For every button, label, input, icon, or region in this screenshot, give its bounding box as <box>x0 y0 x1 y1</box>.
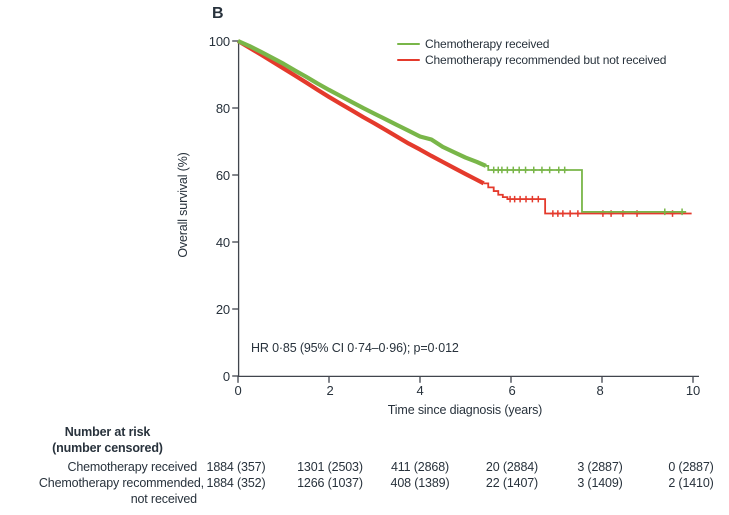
risk-value: 0 (2887) <box>668 460 714 474</box>
censor-mark-received <box>499 166 505 174</box>
hazard-ratio-annotation: HR 0·85 (95% CI 0·74–0·96); p=0·012 <box>251 341 459 355</box>
risk-value: 22 (1407) <box>485 476 539 490</box>
y-tick-label-60: 60 <box>215 168 230 183</box>
censor-mark-received <box>531 166 537 174</box>
x-tick-label-8: 8 <box>596 383 604 398</box>
risk-value: 3 (1409) <box>577 476 623 490</box>
x-tick-label-6: 6 <box>508 383 516 398</box>
censor-mark-not-received <box>511 195 518 203</box>
risk-value: 20 (2884) <box>485 460 539 474</box>
y-tick-label-100: 100 <box>208 34 230 49</box>
y-tick-label-0: 0 <box>222 369 230 384</box>
censor-mark-not-received <box>555 210 561 217</box>
risk-value: 1884 (357) <box>206 460 266 474</box>
risk-value: 1266 (1037) <box>297 476 363 490</box>
survival-curve-descent-not-received <box>236 39 485 186</box>
x-tick-label-4: 4 <box>416 383 424 398</box>
censor-mark-not-received <box>529 195 536 203</box>
x-tick-label-2: 2 <box>326 383 334 398</box>
censor-mark-not-received <box>507 195 513 203</box>
x-tick-label-10: 10 <box>685 383 701 398</box>
censor-mark-not-received <box>567 210 573 217</box>
risk-value: 411 (2868) <box>390 460 450 474</box>
risk-row-label-chemo-not-received-line1: Chemotherapy recommended, <box>38 476 204 490</box>
censor-mark-not-received <box>550 210 556 217</box>
censor-mark-received <box>516 166 522 174</box>
risk-value: 1884 (352) <box>206 476 266 490</box>
y-axis-title: Overall survival (%) <box>176 152 190 258</box>
censor-mark-received <box>504 166 511 174</box>
censor-mark-received <box>510 166 516 174</box>
censor-mark-received <box>546 166 553 174</box>
x-axis-title: Time since diagnosis (years) <box>387 403 543 417</box>
censor-mark-received <box>679 208 685 216</box>
survival-curve-tail-received <box>485 165 687 213</box>
y-tick-label-80: 80 <box>215 101 230 116</box>
censor-mark-received <box>491 166 497 174</box>
legend-label-chemo-received: Chemotherapy received <box>425 37 550 51</box>
legend-swatch-chemo-received <box>397 43 420 46</box>
risk-value: 408 (1389) <box>390 476 450 490</box>
risk-table-header-line2: (number censored) <box>52 441 163 455</box>
y-tick-label-40: 40 <box>215 235 230 250</box>
legend-label-chemo-not-received: Chemotherapy recommended but not receive… <box>425 53 667 67</box>
censor-mark-not-received <box>517 195 523 203</box>
censor-mark-received <box>522 166 529 174</box>
risk-value: 2 (1410) <box>668 476 714 490</box>
risk-table-header-line1: Number at risk <box>64 425 151 439</box>
censor-mark-not-received <box>560 210 566 217</box>
censor-mark-not-received <box>523 195 529 203</box>
y-tick-label-20: 20 <box>215 302 230 317</box>
survival-curve-descent-received <box>237 39 487 168</box>
censor-mark-received <box>539 166 545 174</box>
legend-swatch-chemo-not-received <box>397 59 420 62</box>
censor-mark-received <box>561 166 568 174</box>
x-tick-label-0: 0 <box>234 383 242 398</box>
censor-mark-received <box>662 208 668 216</box>
risk-row-label-chemo-received: Chemotherapy received <box>67 460 197 474</box>
censor-mark-not-received <box>575 210 581 217</box>
panel-label: B <box>212 5 224 22</box>
censor-mark-received <box>556 166 562 174</box>
censor-mark-not-received <box>535 195 541 203</box>
risk-value: 3 (2887) <box>577 460 623 474</box>
risk-value: 1301 (2503) <box>297 460 363 474</box>
risk-row-label-chemo-not-received-line2: not received <box>130 492 197 506</box>
